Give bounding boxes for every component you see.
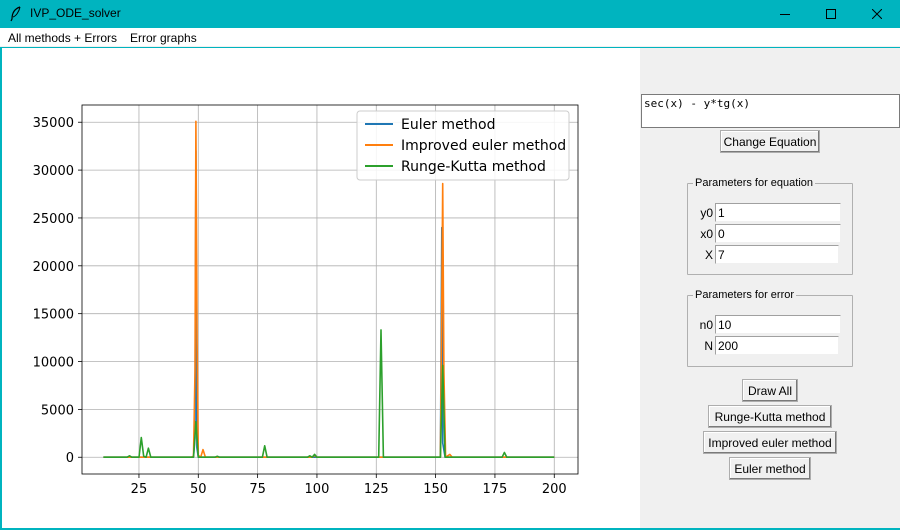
- x0-field[interactable]: 0: [715, 224, 841, 243]
- axes-frame: [81, 104, 579, 475]
- legend-box: [356, 110, 570, 181]
- control-panel: sec(x) - y*tg(x) Change Equation Paramet…: [640, 48, 900, 528]
- euler-button[interactable]: Euler method: [729, 457, 811, 480]
- n0-label: n0: [699, 318, 713, 332]
- y-tick-label-0: 0: [66, 451, 74, 466]
- x-tick-label-1: 50: [190, 482, 207, 497]
- y0-label: y0: [700, 206, 713, 220]
- y-tick-label-3: 15000: [33, 308, 74, 323]
- close-button[interactable]: [854, 0, 900, 28]
- draw-all-button[interactable]: Draw All: [742, 379, 798, 402]
- maximize-icon: [826, 9, 836, 19]
- legend-label-2: Runge-Kutta method: [401, 159, 546, 175]
- series-line-0: [103, 150, 555, 458]
- equation-parameters-group: Parameters for equation y0 1 x0 0 X 7: [687, 176, 853, 275]
- n0-field[interactable]: 10: [715, 315, 841, 334]
- X-field[interactable]: 7: [715, 245, 839, 264]
- x-tick-label-7: 200: [542, 482, 567, 497]
- y-tick-label-2: 10000: [33, 356, 74, 371]
- y-tick-label-1: 5000: [41, 403, 74, 418]
- x-tick-label-5: 150: [423, 482, 448, 497]
- change-equation-button[interactable]: Change Equation: [720, 130, 820, 153]
- y-tick-label-4: 20000: [33, 260, 74, 275]
- x-tick-label-2: 75: [249, 482, 266, 497]
- menu-error-graphs[interactable]: Error graphs: [130, 31, 197, 45]
- plot-panel: 25 50 75 100 125 150 175 200 0 5000 10000 15000 2000…: [2, 48, 640, 528]
- maximize-button[interactable]: [808, 0, 854, 28]
- minimize-icon: [780, 14, 790, 15]
- legend-label-0: Euler method: [401, 117, 496, 133]
- solution-chart: 25 50 75 100 125 150 175 200 0 5000 10000 15000 2000…: [33, 104, 579, 497]
- menu-bar: All methods + Errors Error graphs: [0, 28, 900, 47]
- x-tick-label-3: 100: [305, 482, 330, 497]
- runge-kutta-button[interactable]: Runge-Kutta method: [708, 405, 832, 428]
- feather-icon: [10, 6, 21, 22]
- error-parameters-legend: Parameters for error: [693, 288, 797, 302]
- legend-label-1: Improved euler method: [401, 138, 566, 154]
- N-label: N: [704, 339, 713, 353]
- equation-parameters-legend: Parameters for equation: [693, 176, 816, 190]
- x-tick-label-0: 25: [131, 482, 148, 497]
- y-tick-label-7: 35000: [33, 116, 74, 131]
- minimize-button[interactable]: [762, 0, 808, 28]
- x-tick-label-4: 125: [364, 482, 389, 497]
- y-tick-label-6: 30000: [33, 164, 74, 179]
- series-line-2: [103, 329, 555, 458]
- menu-all-methods-errors[interactable]: All methods + Errors: [8, 31, 118, 45]
- X-label: X: [704, 248, 713, 262]
- x-tick-label-6: 175: [483, 482, 508, 497]
- y0-field[interactable]: 1: [715, 203, 841, 222]
- x0-label: x0: [700, 227, 713, 241]
- window-title: IVP_ODE_solver: [30, 6, 121, 20]
- window-bottom-border: [0, 528, 900, 530]
- error-parameters-group: Parameters for error n0 10 N 200: [687, 288, 853, 367]
- improved-euler-button[interactable]: Improved euler method: [703, 431, 837, 454]
- equation-input[interactable]: sec(x) - y*tg(x): [641, 94, 900, 128]
- title-bar: IVP_ODE_solver: [0, 0, 900, 28]
- close-icon: [872, 9, 882, 19]
- N-field[interactable]: 200: [715, 336, 839, 355]
- y-tick-label-5: 25000: [33, 212, 74, 227]
